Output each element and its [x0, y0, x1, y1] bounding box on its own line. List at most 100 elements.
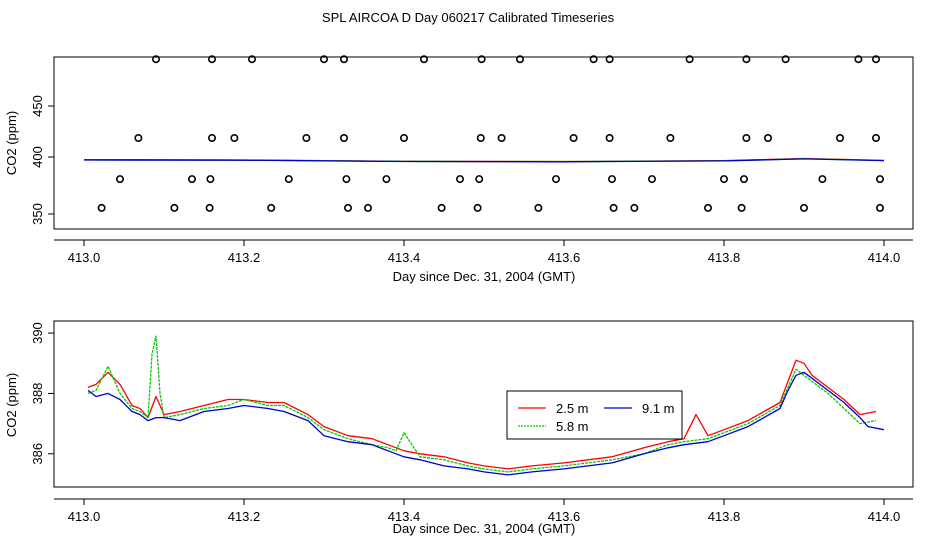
flag-point — [302, 134, 311, 143]
flag-point — [534, 203, 543, 212]
x-tick-label: 413.6 — [548, 250, 581, 265]
series-line-2-5-m — [87, 359, 877, 470]
y-ticks-top: 350 400 450 — [30, 95, 54, 225]
x-axis-label-bottom: Day since Dec. 31, 2004 (GMT) — [393, 521, 576, 536]
flag-point — [871, 55, 880, 64]
flag-point — [208, 134, 217, 143]
flag-point — [763, 134, 772, 143]
flag-point — [267, 203, 276, 212]
x-ticks-bottom: 413.0 413.2 413.4 413.6 413.8 414.0 — [68, 499, 901, 524]
flag-point — [647, 175, 656, 184]
flag-point — [871, 134, 880, 143]
flag-point — [473, 203, 482, 212]
flag-point — [419, 55, 428, 64]
flag-point — [339, 134, 348, 143]
y-tick-label: 450 — [30, 95, 45, 117]
flag-point — [475, 175, 484, 184]
flag-point — [742, 134, 751, 143]
flag-point — [515, 55, 524, 64]
series-line-5-8-m — [87, 335, 877, 473]
flag-point — [737, 203, 746, 212]
flag-point — [476, 134, 485, 143]
flag-point — [205, 203, 214, 212]
flag-point — [703, 203, 712, 212]
flag-point — [607, 175, 616, 184]
flag-point — [835, 134, 844, 143]
y-tick-label: 350 — [30, 203, 45, 225]
x-tick-label: 413.4 — [388, 509, 421, 524]
flag-point — [630, 203, 639, 212]
flag-point — [818, 175, 827, 184]
panel-top: 413.0 413.2 413.4 413.6 413.8 414.0 350 400 450… — [4, 55, 914, 284]
flag-point — [609, 203, 618, 212]
flag-point — [230, 134, 239, 143]
flag-point — [208, 55, 217, 64]
series-line-9-1-m — [87, 371, 885, 476]
series-top — [83, 157, 885, 163]
flag-point — [799, 203, 808, 212]
panel-bottom: 413.0 413.2 413.4 413.6 413.8 414.0 386 388 390… — [4, 320, 914, 536]
flag-point — [342, 175, 351, 184]
flag-point — [666, 134, 675, 143]
flag-point — [551, 175, 560, 184]
x-ticks-top: 413.0 413.2 413.4 413.6 413.8 414.0 — [68, 240, 901, 265]
flag-point — [569, 134, 578, 143]
y-axis-label-bottom: CO2 (ppm) — [4, 373, 19, 437]
flag-point — [685, 55, 694, 64]
y-axis-label-top: CO2 (ppm) — [4, 111, 19, 175]
plot-frame-top — [53, 56, 914, 230]
flag-point — [248, 55, 257, 64]
x-tick-label: 413.6 — [548, 509, 581, 524]
flag-point — [399, 134, 408, 143]
flag-point — [605, 134, 614, 143]
plot-frame-bottom — [53, 320, 914, 488]
flag-point — [719, 175, 728, 184]
flag-point — [363, 203, 372, 212]
flag-point — [339, 55, 348, 64]
legend-label-2-5m: 2.5 m — [556, 401, 589, 416]
x-tick-label: 414.0 — [868, 509, 901, 524]
y-tick-label: 386 — [30, 443, 45, 465]
flag-point — [605, 55, 614, 64]
flag-point — [152, 55, 161, 64]
x-tick-label: 413.0 — [68, 250, 101, 265]
x-tick-label: 413.2 — [228, 250, 261, 265]
x-tick-label: 413.8 — [708, 250, 741, 265]
flag-point — [134, 134, 143, 143]
flag-point — [589, 55, 598, 64]
flag-point — [206, 175, 215, 184]
flag-point — [116, 175, 125, 184]
x-tick-label: 413.2 — [228, 509, 261, 524]
legend: 2.5 m 5.8 m 9.1 m — [506, 390, 683, 440]
flag-point — [742, 55, 751, 64]
y-tick-label: 400 — [30, 146, 45, 168]
y-tick-label: 390 — [30, 322, 45, 344]
x-tick-label: 413.0 — [68, 509, 101, 524]
flag-point — [284, 175, 293, 184]
legend-box — [506, 390, 683, 440]
flag-point — [170, 203, 179, 212]
flag-point — [319, 55, 328, 64]
legend-label-5-8m: 5.8 m — [556, 419, 589, 434]
x-axis-label-top: Day since Dec. 31, 2004 (GMT) — [393, 269, 576, 284]
x-tick-label: 413.8 — [708, 509, 741, 524]
flag-point — [437, 203, 446, 212]
flag-point — [382, 175, 391, 184]
x-tick-label: 413.4 — [388, 250, 421, 265]
flag-point — [188, 175, 197, 184]
flag-point — [343, 203, 352, 212]
series-bottom — [87, 335, 885, 476]
legend-label-9-1m: 9.1 m — [642, 401, 675, 416]
flag-point — [875, 175, 884, 184]
flag-point — [497, 134, 506, 143]
flag-point — [455, 175, 464, 184]
flag-point — [97, 203, 106, 212]
y-tick-label: 388 — [30, 383, 45, 405]
y-ticks-bottom: 386 388 390 — [30, 322, 54, 465]
flag-point — [875, 203, 884, 212]
chart-title: SPL AIRCOA D Day 060217 Calibrated Times… — [322, 10, 615, 25]
x-tick-label: 414.0 — [868, 250, 901, 265]
flag-point — [781, 55, 790, 64]
flag-points — [97, 55, 884, 212]
